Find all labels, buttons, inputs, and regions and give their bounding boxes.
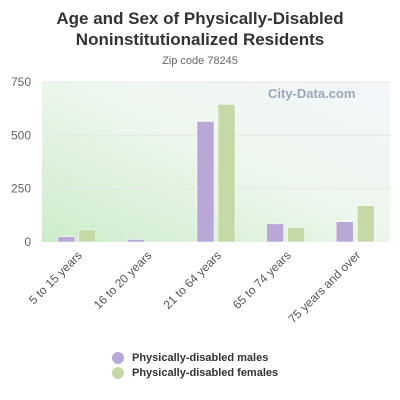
legend-label-males: Physically-disabled males — [132, 351, 269, 364]
legend-swatch-males — [112, 351, 124, 364]
bar-males — [57, 236, 76, 243]
x-tick-label: 75 years and over — [285, 248, 363, 326]
bar-males — [335, 221, 354, 243]
bar-males — [196, 121, 215, 243]
bar-males — [127, 239, 145, 243]
x-tick-label: 16 to 20 years — [91, 248, 155, 312]
legend-item-females: Physically-disabled females — [112, 365, 278, 380]
legend-item-males: Physically-disabled males — [112, 350, 278, 365]
bar-females — [78, 229, 97, 243]
y-tick-label: 250 — [11, 182, 31, 196]
x-tick-label: 5 to 15 years — [26, 248, 85, 307]
x-tick-label: 65 to 74 years — [230, 248, 294, 312]
legend: Physically-disabled males Physically-dis… — [112, 350, 278, 380]
legend-swatch-females — [112, 366, 124, 379]
legend-label-females: Physically-disabled females — [132, 366, 279, 379]
y-tick-label: 500 — [11, 128, 31, 142]
chart-title: Age and Sex of Physically-Disabled Nonins… — [56, 9, 344, 49]
y-tick-label: 750 — [11, 75, 31, 89]
bar-females — [356, 205, 375, 243]
bar-females — [217, 104, 236, 243]
plot-area — [42, 82, 390, 242]
chart-subtitle: Zip code 78245 — [162, 55, 238, 67]
watermark: City-Data.com — [268, 86, 355, 101]
x-tick-label: 21 to 64 years — [160, 248, 224, 312]
y-tick-label: 0 — [24, 235, 31, 249]
bar-males — [266, 223, 284, 243]
bar-females — [287, 227, 305, 243]
